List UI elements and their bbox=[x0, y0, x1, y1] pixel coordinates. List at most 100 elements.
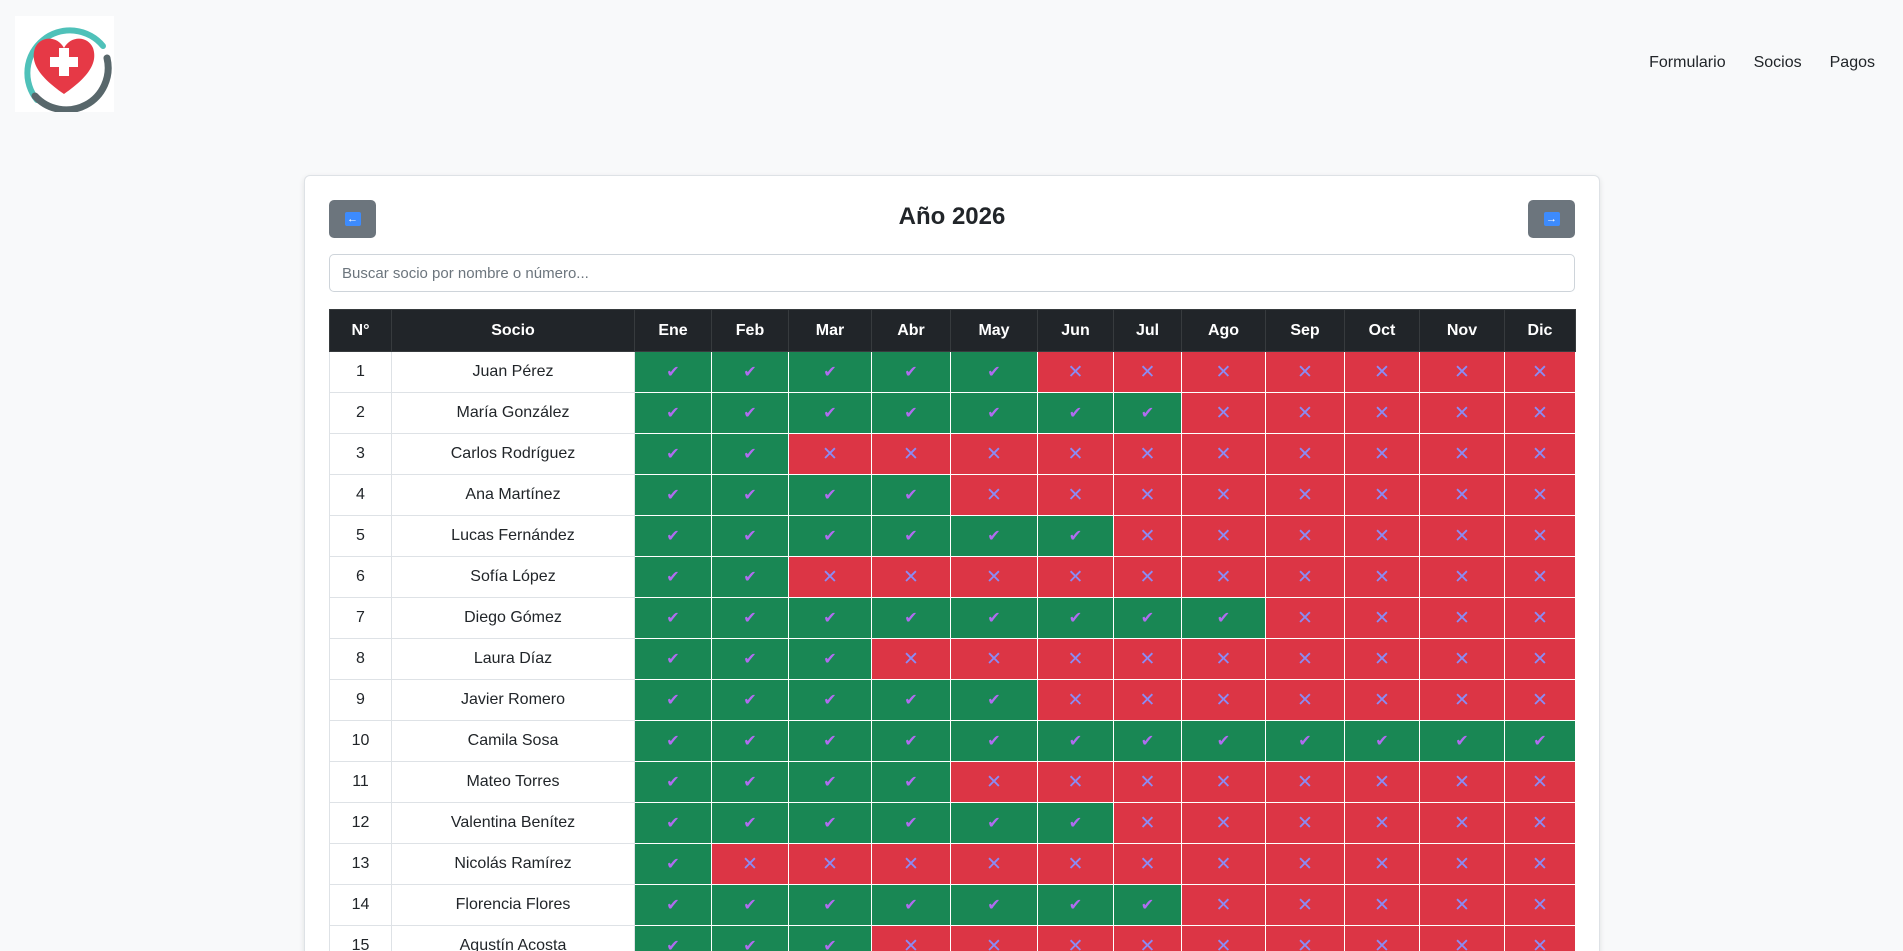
payment-cell-unpaid[interactable]: ✕ bbox=[1419, 679, 1505, 721]
payment-cell-unpaid[interactable]: ✕ bbox=[1037, 638, 1114, 680]
nav-link-socios[interactable]: Socios bbox=[1753, 54, 1802, 71]
payment-cell-paid[interactable]: ✔ bbox=[711, 515, 789, 557]
payment-cell-unpaid[interactable]: ✕ bbox=[950, 433, 1038, 475]
payment-cell-paid[interactable]: ✔ bbox=[871, 884, 951, 926]
payment-cell-paid[interactable]: ✔ bbox=[950, 884, 1038, 926]
payment-cell-unpaid[interactable]: ✕ bbox=[1181, 884, 1266, 926]
payment-cell-unpaid[interactable]: ✕ bbox=[1265, 515, 1345, 557]
payment-cell-unpaid[interactable]: ✕ bbox=[1344, 884, 1420, 926]
payment-cell-paid[interactable]: ✔ bbox=[871, 474, 951, 516]
payment-cell-unpaid[interactable]: ✕ bbox=[1037, 433, 1114, 475]
payment-cell-unpaid[interactable]: ✕ bbox=[1344, 515, 1420, 557]
payment-cell-paid[interactable]: ✔ bbox=[1344, 720, 1420, 762]
payment-cell-paid[interactable]: ✔ bbox=[711, 433, 789, 475]
payment-cell-unpaid[interactable]: ✕ bbox=[1344, 351, 1420, 393]
payment-cell-paid[interactable]: ✔ bbox=[871, 679, 951, 721]
payment-cell-unpaid[interactable]: ✕ bbox=[1181, 925, 1266, 951]
payment-cell-unpaid[interactable]: ✕ bbox=[1113, 761, 1182, 803]
payment-cell-unpaid[interactable]: ✕ bbox=[1265, 351, 1345, 393]
payment-cell-unpaid[interactable]: ✕ bbox=[1504, 761, 1576, 803]
payment-cell-unpaid[interactable]: ✕ bbox=[1419, 515, 1505, 557]
payment-cell-paid[interactable]: ✔ bbox=[1265, 720, 1345, 762]
payment-cell-paid[interactable]: ✔ bbox=[634, 392, 712, 434]
payment-cell-unpaid[interactable]: ✕ bbox=[1265, 638, 1345, 680]
payment-cell-unpaid[interactable]: ✕ bbox=[1344, 802, 1420, 844]
payment-cell-unpaid[interactable]: ✕ bbox=[1113, 843, 1182, 885]
payment-cell-paid[interactable]: ✔ bbox=[634, 474, 712, 516]
payment-cell-paid[interactable]: ✔ bbox=[634, 556, 712, 598]
payment-cell-paid[interactable]: ✔ bbox=[788, 515, 872, 557]
payment-cell-paid[interactable]: ✔ bbox=[711, 638, 789, 680]
payment-cell-unpaid[interactable]: ✕ bbox=[1113, 802, 1182, 844]
payment-cell-paid[interactable]: ✔ bbox=[711, 679, 789, 721]
payment-cell-unpaid[interactable]: ✕ bbox=[1181, 638, 1266, 680]
payment-cell-unpaid[interactable]: ✕ bbox=[1181, 433, 1266, 475]
payment-cell-unpaid[interactable]: ✕ bbox=[1504, 925, 1576, 951]
payment-cell-paid[interactable]: ✔ bbox=[788, 761, 872, 803]
payment-cell-unpaid[interactable]: ✕ bbox=[1504, 597, 1576, 639]
payment-cell-unpaid[interactable]: ✕ bbox=[1265, 433, 1345, 475]
payment-cell-unpaid[interactable]: ✕ bbox=[871, 638, 951, 680]
payment-cell-unpaid[interactable]: ✕ bbox=[1181, 351, 1266, 393]
payment-cell-paid[interactable]: ✔ bbox=[950, 802, 1038, 844]
payment-cell-unpaid[interactable]: ✕ bbox=[1419, 802, 1505, 844]
payment-cell-unpaid[interactable]: ✕ bbox=[871, 925, 951, 951]
payment-cell-unpaid[interactable]: ✕ bbox=[1037, 556, 1114, 598]
payment-cell-paid[interactable]: ✔ bbox=[871, 761, 951, 803]
payment-cell-paid[interactable]: ✔ bbox=[634, 679, 712, 721]
search-input[interactable] bbox=[329, 254, 1575, 292]
payment-cell-paid[interactable]: ✔ bbox=[1113, 392, 1182, 434]
payment-cell-unpaid[interactable]: ✕ bbox=[788, 556, 872, 598]
payment-cell-paid[interactable]: ✔ bbox=[711, 556, 789, 598]
payment-cell-unpaid[interactable]: ✕ bbox=[1504, 556, 1576, 598]
payment-cell-unpaid[interactable]: ✕ bbox=[1265, 761, 1345, 803]
payment-cell-unpaid[interactable]: ✕ bbox=[1504, 843, 1576, 885]
payment-cell-paid[interactable]: ✔ bbox=[711, 925, 789, 951]
payment-cell-paid[interactable]: ✔ bbox=[634, 802, 712, 844]
payment-cell-paid[interactable]: ✔ bbox=[788, 392, 872, 434]
payment-cell-unpaid[interactable]: ✕ bbox=[950, 638, 1038, 680]
payment-cell-paid[interactable]: ✔ bbox=[711, 720, 789, 762]
payment-cell-unpaid[interactable]: ✕ bbox=[1419, 433, 1505, 475]
payment-cell-unpaid[interactable]: ✕ bbox=[1265, 843, 1345, 885]
payment-cell-paid[interactable]: ✔ bbox=[788, 597, 872, 639]
payment-cell-paid[interactable]: ✔ bbox=[634, 720, 712, 762]
payment-cell-paid[interactable]: ✔ bbox=[788, 802, 872, 844]
payment-cell-unpaid[interactable]: ✕ bbox=[1265, 392, 1345, 434]
payment-cell-paid[interactable]: ✔ bbox=[788, 638, 872, 680]
payment-cell-unpaid[interactable]: ✕ bbox=[950, 925, 1038, 951]
payment-cell-unpaid[interactable]: ✕ bbox=[1504, 802, 1576, 844]
payment-cell-unpaid[interactable]: ✕ bbox=[1113, 433, 1182, 475]
payment-cell-paid[interactable]: ✔ bbox=[950, 351, 1038, 393]
payment-cell-paid[interactable]: ✔ bbox=[634, 843, 712, 885]
payment-cell-unpaid[interactable]: ✕ bbox=[1037, 843, 1114, 885]
payment-cell-unpaid[interactable]: ✕ bbox=[1344, 597, 1420, 639]
payment-cell-paid[interactable]: ✔ bbox=[634, 925, 712, 951]
payment-cell-unpaid[interactable]: ✕ bbox=[1419, 392, 1505, 434]
payment-cell-paid[interactable]: ✔ bbox=[711, 761, 789, 803]
payment-cell-unpaid[interactable]: ✕ bbox=[1113, 679, 1182, 721]
payment-cell-paid[interactable]: ✔ bbox=[871, 802, 951, 844]
payment-cell-unpaid[interactable]: ✕ bbox=[1181, 843, 1266, 885]
payment-cell-unpaid[interactable]: ✕ bbox=[1265, 884, 1345, 926]
payment-cell-unpaid[interactable]: ✕ bbox=[871, 556, 951, 598]
payment-cell-unpaid[interactable]: ✕ bbox=[1265, 679, 1345, 721]
payment-cell-unpaid[interactable]: ✕ bbox=[1344, 761, 1420, 803]
payment-cell-unpaid[interactable]: ✕ bbox=[1265, 556, 1345, 598]
payment-cell-unpaid[interactable]: ✕ bbox=[788, 843, 872, 885]
payment-cell-unpaid[interactable]: ✕ bbox=[1419, 884, 1505, 926]
payment-cell-paid[interactable]: ✔ bbox=[788, 351, 872, 393]
payment-cell-paid[interactable]: ✔ bbox=[711, 392, 789, 434]
payment-cell-paid[interactable]: ✔ bbox=[711, 597, 789, 639]
payment-cell-unpaid[interactable]: ✕ bbox=[1181, 761, 1266, 803]
payment-cell-paid[interactable]: ✔ bbox=[1181, 597, 1266, 639]
payment-cell-paid[interactable]: ✔ bbox=[950, 720, 1038, 762]
payment-cell-paid[interactable]: ✔ bbox=[711, 351, 789, 393]
payment-cell-unpaid[interactable]: ✕ bbox=[1504, 884, 1576, 926]
payment-cell-unpaid[interactable]: ✕ bbox=[1344, 679, 1420, 721]
payment-cell-paid[interactable]: ✔ bbox=[788, 720, 872, 762]
payment-cell-paid[interactable]: ✔ bbox=[1037, 597, 1114, 639]
payment-cell-paid[interactable]: ✔ bbox=[871, 351, 951, 393]
payment-cell-unpaid[interactable]: ✕ bbox=[1113, 638, 1182, 680]
payment-cell-paid[interactable]: ✔ bbox=[871, 720, 951, 762]
